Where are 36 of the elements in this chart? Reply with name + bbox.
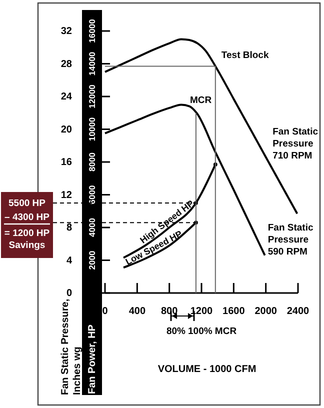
y2-tick-label: 14000 <box>87 52 97 76</box>
y-tick-label: 28 <box>60 58 72 70</box>
y-tick-label: 0 <box>66 288 72 300</box>
series-label: Fan Static Pressure 710 RPM <box>272 126 318 162</box>
y2-tick-label: 10000 <box>87 117 97 142</box>
y-tick-label: 12 <box>60 190 72 201</box>
x-tick-label: 2400 <box>286 306 310 318</box>
y-tick-label: 8 <box>66 222 72 234</box>
annotation: MCR <box>190 94 212 106</box>
series-label: Fan Static Pressure 590 RPM <box>268 222 314 258</box>
y2-tick-label: 4000 <box>87 218 97 237</box>
y2-tick-label: 2000 <box>87 250 97 270</box>
y-axis-title: Fan Static Pressure, Inches wg <box>60 298 83 395</box>
x-tick-label: 1600 <box>222 306 246 318</box>
y-tick-label: 24 <box>60 92 72 103</box>
y-tick-label: 4 <box>66 255 72 266</box>
y2-tick-label: 16000 <box>87 18 97 43</box>
x-axis-title: VOLUME - 1000 CFM <box>158 364 256 375</box>
y2-tick-label: 8000 <box>87 152 97 172</box>
x-tick-label: 400 <box>128 306 146 318</box>
x-tick-label: 0 <box>102 306 108 318</box>
y2-tick-label: 6000 <box>87 185 97 204</box>
text: – 4300 HP <box>4 212 50 223</box>
y-tick-label: 32 <box>60 26 72 38</box>
y-tick-label: 20 <box>60 124 72 136</box>
text: 80% <box>166 326 186 337</box>
x-tick-label: 800 <box>160 306 178 318</box>
y2-tick-label: 12000 <box>87 84 97 108</box>
text: 100% MCR <box>188 326 237 337</box>
x-tick-label: 2000 <box>254 306 278 318</box>
y-tick-label: 16 <box>60 157 72 168</box>
y2-axis-title: Fan Power, HP <box>87 324 98 394</box>
text: = 1200 HP Savings <box>4 228 50 251</box>
annotation: Test Block <box>221 50 270 62</box>
x-tick-label: 1200 <box>190 306 214 318</box>
text: 5500 HP <box>8 198 46 209</box>
